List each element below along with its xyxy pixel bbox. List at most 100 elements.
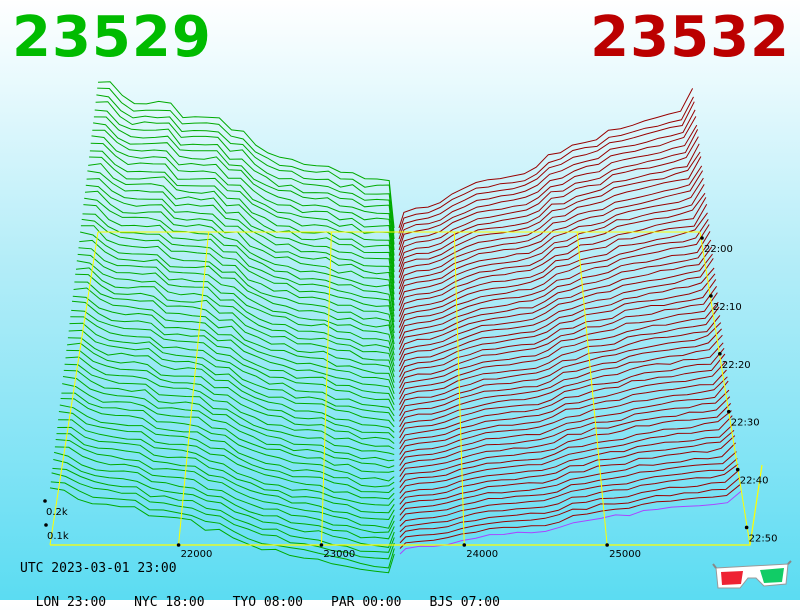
price-tick-label: 24000 [466,549,498,560]
ask-depth-line [398,143,700,273]
volume-tick-dot [43,499,47,503]
ask-depth-line [398,116,697,251]
bid-depth-line [76,260,395,372]
price-tick-dot [319,543,324,547]
bid-depth-line [57,426,395,514]
ask-depth-line [399,292,718,395]
bid-depth-line [78,247,395,361]
bid-depth-line [97,87,395,234]
bid-depth-line [65,356,395,450]
bid-depth-line [62,376,395,469]
bid-depth-line [77,253,395,367]
ask-depth-line [399,435,736,511]
bid-depth-line [93,122,395,262]
bid-depth-line [93,116,395,256]
bid-depth-line [62,383,395,473]
ask-depth-line [399,273,716,378]
bid-depth-line [89,150,395,284]
ask-depth-line [399,347,725,439]
bid-depth-line [66,349,395,444]
price-grid-line [453,231,465,546]
ask-depth-line [398,109,696,245]
ask-depth-line [399,463,739,533]
bid-depth-line [58,419,395,506]
ask-depth-line [399,410,732,488]
ask-depth-line [398,129,699,262]
ask-depth-line [398,231,711,345]
ask-depth-line [398,267,715,372]
bid-depth-line [68,329,395,428]
ask-depth-line [399,490,742,555]
bid-depth-line [80,225,395,345]
bid-depth-line [86,178,395,306]
ask-depth-line [398,96,694,234]
ask-depth-line [399,469,740,538]
bid-depth-line [90,142,395,278]
time-tick-label: 22:00 [704,244,733,255]
bid-price: 23529 [12,5,212,70]
ask-depth-line [399,403,732,483]
bid-depth-line [56,433,395,521]
3d-glasses-icon[interactable] [712,560,792,592]
ask-depth-line [399,477,741,544]
ask-depth-line [399,415,733,494]
bid-depth-line [61,392,395,482]
ask-depth-line [398,151,701,278]
clock-lon: LON 23:00 [35,595,107,610]
bid-depth-line [50,481,395,569]
time-tick-dot [700,236,704,240]
bid-depth-line [52,467,395,553]
clock-nyc: NYC 18:00 [134,595,205,610]
ask-depth-line [398,192,706,312]
time-tick-dot [709,294,713,298]
bid-depth-line [71,300,395,406]
ask-depth-line [399,458,738,527]
ask-depth-line [399,334,723,428]
ask-depth-line [399,380,729,466]
bid-depth-line [82,213,395,334]
ask-depth-line [398,184,705,306]
bid-depth-line [94,109,395,251]
bid-depth-line [91,135,395,273]
bid-depth-line [60,398,395,488]
ask-depth-line [399,442,736,516]
price-grid-line [320,231,332,546]
time-tick-dot [718,351,722,356]
bid-depth-line [75,267,395,378]
bid-depth-line [89,156,395,289]
bid-depth-line [95,101,395,245]
ask-depth-line [398,258,714,367]
volume-tick-label: 0.1k [47,531,69,542]
bid-depth-line [84,197,395,322]
ask-depth-line [399,376,728,461]
bid-depth-line [96,94,395,240]
price-tick-dot [462,543,467,547]
ask-depth-line [398,88,694,229]
bid-depth-line [64,363,395,455]
bid-depth-line [74,281,395,389]
ask-depth-line [399,306,720,406]
bid-depth-line [73,287,395,394]
time-tick-dot [744,525,749,530]
bid-depth-line [92,129,395,267]
bid-depth-line [51,472,395,560]
price-grid-line [576,231,608,546]
bid-depth-line [85,184,395,311]
bid-depth-line [54,446,395,534]
bid-depth-line [69,322,395,422]
bid-depth-line [71,309,395,411]
clock-bjs: BJS 07:00 [429,595,500,610]
ask-depth-line [398,212,708,328]
bid-depth-line [75,273,395,383]
ask-depth-line [399,301,719,400]
ask-depth-line [399,430,735,505]
ask-price: 23532 [590,5,790,70]
ask-depth-line [399,396,731,477]
bid-depth-line [88,163,395,295]
floor-right-edge [699,231,751,546]
bid-depth-line [53,459,395,548]
bid-depth-line [67,337,395,433]
clock-tyo: TYO 08:00 [232,595,304,610]
chart-ticks: 22:00 22:10 22:20 22:30 22:40 22:50 22000 23000… [43,236,777,560]
